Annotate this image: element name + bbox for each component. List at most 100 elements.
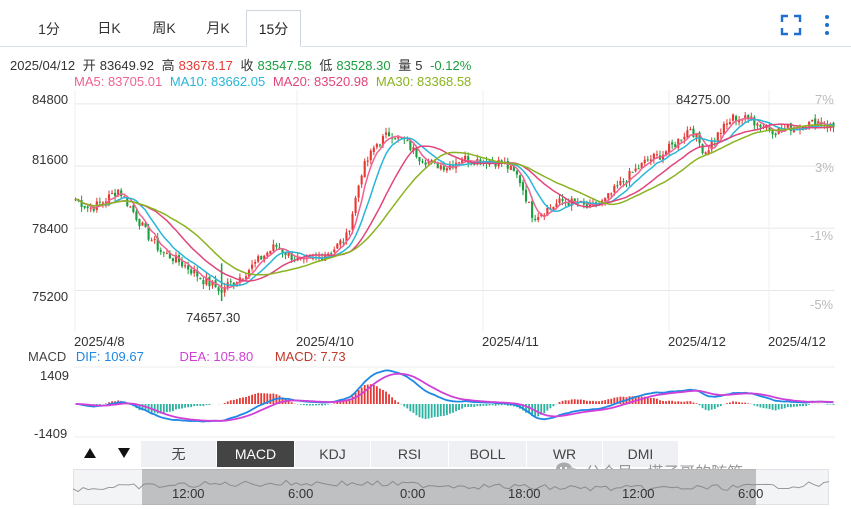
candle-body (153, 239, 156, 241)
candle-body (607, 193, 610, 199)
candle-body (543, 215, 546, 217)
candle-body (174, 254, 178, 263)
candle-body (184, 265, 187, 267)
candle-body (567, 202, 570, 206)
candle-body (223, 287, 226, 293)
candle-body (357, 185, 360, 198)
candle-body (336, 243, 339, 249)
candle-body (537, 216, 540, 220)
candle-body (512, 165, 515, 171)
candle-body (104, 201, 108, 204)
dif-line (75, 369, 834, 423)
ma10-line (75, 118, 834, 287)
candle-body (165, 252, 168, 254)
candle-body (135, 211, 138, 220)
candle-body (193, 269, 196, 274)
candle-body (619, 180, 622, 185)
candle-body (205, 277, 208, 285)
candle-body (80, 200, 83, 208)
candle-body (394, 138, 397, 140)
tab-weekly[interactable]: 周K (152, 20, 176, 36)
fullscreen-icon[interactable] (780, 14, 802, 36)
info-date: 2025/04/12 (10, 58, 76, 73)
macd-legend: MACD DIF: 109.67 DEA: 105.80 MACD: 7.73 (28, 349, 352, 364)
tab-15min[interactable]: 15分 (246, 10, 301, 47)
indicator-rsi[interactable]: RSI (371, 441, 449, 467)
nav-tick-6: 6:00 (738, 486, 764, 501)
candle-body (704, 152, 707, 155)
candle-body (439, 165, 442, 170)
candle-body (686, 130, 689, 138)
candle-body (604, 197, 607, 202)
candle-body (534, 219, 537, 221)
candle-body (378, 144, 381, 146)
x-tick-2: 2025/4/10 (296, 334, 354, 349)
candle-body (275, 244, 278, 247)
candle-body (132, 205, 135, 212)
candle-body (811, 119, 814, 122)
indicator-none[interactable]: 无 (141, 441, 217, 467)
navigator-selection[interactable] (142, 469, 756, 505)
candle-body (677, 138, 680, 148)
open-value: 83649.92 (99, 58, 154, 73)
candle-body (558, 198, 561, 203)
indicator-kdj[interactable]: KDJ (295, 441, 371, 467)
candle-body (674, 144, 677, 147)
indicator-dmi[interactable]: DMI (603, 441, 679, 467)
navigator-line (73, 479, 829, 493)
candle-body (692, 128, 695, 138)
candle-body (588, 204, 592, 208)
candle-body (467, 156, 470, 163)
candle-body (129, 206, 132, 208)
candle-body (753, 117, 756, 126)
candle-body (622, 181, 625, 183)
price-tick-1: 84800 (32, 92, 69, 107)
triangle-up-icon (83, 448, 96, 458)
candle-body (616, 185, 619, 187)
candle-body (552, 206, 555, 210)
candle-body (634, 168, 637, 172)
tab-1min[interactable]: 1分 (38, 21, 60, 37)
candle-body (351, 213, 354, 230)
candle-body (89, 208, 92, 210)
x-tick-1: 2025/4/8 (74, 334, 125, 349)
candle-body (671, 142, 674, 145)
candle-body (372, 147, 375, 152)
candle-body (406, 140, 409, 142)
indicator-macd[interactable]: MACD (217, 441, 295, 467)
candle-body (701, 144, 704, 154)
indicator-boll[interactable]: BOLL (449, 441, 527, 467)
candle-body (561, 198, 564, 201)
candle-body (342, 241, 345, 243)
candle-body (518, 175, 522, 183)
candle-body (369, 150, 372, 161)
candle-body (640, 162, 643, 169)
candle-body (631, 171, 634, 173)
candle-body (107, 194, 111, 203)
candle-body (683, 136, 686, 140)
tab-monthly[interactable]: 月K (206, 20, 230, 36)
candle-body (652, 153, 655, 160)
candle-body (144, 223, 147, 228)
candle-body (269, 250, 272, 254)
candle-body (141, 222, 144, 226)
candle-body (211, 281, 214, 286)
scroll-up-button[interactable] (73, 441, 107, 467)
volume-value: 5 (415, 58, 423, 73)
more-vertical-icon[interactable] (816, 14, 838, 36)
ma30-line (75, 124, 834, 276)
candle-body (765, 127, 768, 129)
indicator-wr[interactable]: WR (527, 441, 603, 467)
macd-top-tick: 1409 (40, 368, 69, 383)
candle-body (637, 168, 640, 170)
macd-bottom-tick: -1409 (34, 426, 68, 441)
pct-tick-3: -1% (810, 228, 834, 243)
candle-body (451, 165, 455, 168)
scroll-down-button[interactable] (107, 441, 141, 467)
candle-body (180, 261, 184, 267)
candle-body (515, 171, 518, 175)
tab-daily[interactable]: 日K (97, 20, 121, 36)
dif-value: DIF: 109.67 (75, 349, 144, 364)
candle-body (689, 129, 692, 131)
